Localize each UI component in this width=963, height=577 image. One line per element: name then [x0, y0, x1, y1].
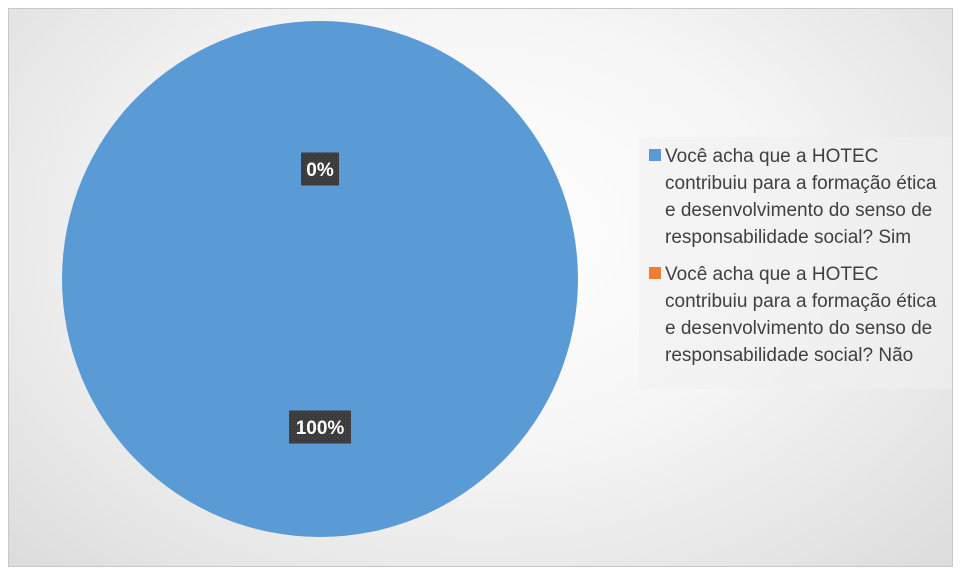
data-label-bg-sim [289, 410, 351, 444]
legend-label-nao: Você acha que a HOTEC contribuiu para a … [665, 264, 937, 366]
legend-swatch-sim [649, 149, 661, 161]
pie-slice-sim [62, 21, 578, 537]
legend-label-sim: Você acha que a HOTEC contribuiu para a … [665, 146, 937, 248]
legend-swatch-nao [649, 267, 661, 279]
pie-chart: 100% 0% [62, 21, 578, 537]
legend-item-nao: Você acha que a HOTEC contribuiu para a … [649, 261, 949, 369]
data-label-sim: 100% [296, 418, 345, 439]
pie-slices [62, 21, 578, 537]
legend-item-sim: Você acha que a HOTEC contribuiu para a … [649, 143, 949, 251]
chart-area: 100% 0% Você acha que a HOTEC contribuiu … [8, 8, 953, 567]
data-labels: 100% 0% [289, 152, 351, 444]
data-label-nao: 0% [306, 160, 334, 181]
legend: Você acha que a HOTEC contribuiu para a … [639, 137, 952, 389]
data-label-bg-nao [301, 152, 339, 186]
